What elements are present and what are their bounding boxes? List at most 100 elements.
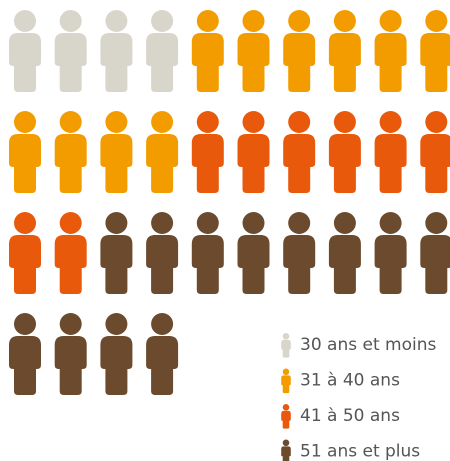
icon-body	[100, 33, 133, 92]
person-icon	[420, 10, 450, 92]
person-icon	[191, 10, 224, 92]
legend-icon	[281, 368, 291, 394]
icon-head	[425, 212, 448, 234]
icon-body	[283, 33, 316, 92]
icon-head	[59, 212, 82, 234]
icon-body	[283, 235, 316, 294]
legend-label: 31 à 40 ans	[300, 371, 400, 391]
icon-body	[54, 33, 87, 92]
person-icon	[191, 212, 224, 294]
icon-head	[14, 10, 36, 32]
icon-head	[196, 111, 219, 133]
icon-body	[374, 134, 407, 193]
person-icon	[54, 313, 87, 395]
person-icon	[9, 212, 41, 294]
icon-head	[282, 404, 290, 411]
icon-body	[281, 375, 291, 394]
legend-label: 30 ans et moins	[300, 335, 436, 355]
icon-head	[151, 111, 174, 133]
icon-body	[146, 235, 179, 294]
icon-head	[14, 212, 36, 234]
icon-head	[333, 212, 356, 234]
person-icon	[420, 111, 450, 193]
icon-head	[14, 111, 36, 133]
icon-head	[105, 212, 128, 234]
legend-icon	[281, 333, 291, 358]
icon-head	[425, 10, 448, 32]
icon-head	[196, 212, 219, 234]
icon-body	[9, 235, 41, 294]
icon-head	[288, 10, 311, 32]
icon-body	[374, 235, 407, 294]
icon-body	[191, 235, 224, 294]
icon-head	[151, 313, 174, 335]
icon-head	[379, 10, 402, 32]
icon-head	[242, 10, 265, 32]
icon-body	[9, 336, 41, 395]
person-icon	[146, 10, 179, 92]
person-icon	[9, 111, 41, 193]
person-icon	[237, 212, 270, 294]
icon-body	[420, 33, 450, 92]
icon-body	[146, 134, 179, 193]
icon-body	[100, 134, 133, 193]
icon-head	[288, 212, 311, 234]
person-icon	[374, 111, 407, 193]
icon-head	[196, 10, 219, 32]
icon-body	[9, 134, 41, 193]
icon-body	[420, 134, 450, 193]
legend-icon	[281, 439, 291, 461]
icon-body	[281, 446, 291, 461]
icon-body	[146, 33, 179, 92]
icon-head	[282, 439, 290, 447]
icon-head	[59, 313, 82, 335]
icon-body	[54, 134, 87, 193]
person-icon	[100, 313, 133, 395]
person-icon	[420, 212, 450, 294]
icon-head	[242, 212, 265, 234]
icon-head	[282, 368, 290, 376]
person-icon	[283, 10, 316, 92]
person-icon	[146, 313, 179, 395]
icon-body	[283, 134, 316, 193]
icon-body	[191, 33, 224, 92]
icon-head	[14, 313, 36, 335]
icon-head	[105, 10, 128, 32]
icon-body	[54, 336, 87, 395]
legend-icon	[281, 404, 291, 429]
icon-head	[151, 10, 174, 32]
person-icon	[54, 10, 87, 92]
icon-body	[146, 336, 179, 395]
icon-head	[242, 111, 265, 133]
person-icon	[146, 212, 179, 294]
icon-head	[282, 333, 290, 340]
legend-label: 51 ans et plus	[300, 442, 420, 461]
icon-head	[105, 313, 128, 335]
icon-body	[374, 33, 407, 92]
person-icon	[9, 10, 41, 92]
icon-body	[281, 410, 291, 429]
icon-head	[105, 111, 128, 133]
person-icon	[100, 212, 133, 294]
icon-body	[328, 235, 361, 294]
person-icon	[100, 10, 133, 92]
icon-body	[237, 33, 270, 92]
icon-head	[379, 212, 402, 234]
icon-head	[59, 10, 82, 32]
icon-body	[281, 339, 291, 358]
person-icon	[283, 212, 316, 294]
icon-body	[237, 235, 270, 294]
person-icon	[283, 111, 316, 193]
person-icon	[328, 10, 361, 92]
icon-head	[333, 111, 356, 133]
icon-head	[425, 111, 448, 133]
person-icon	[191, 111, 224, 193]
icon-head	[333, 10, 356, 32]
person-icon	[9, 313, 41, 395]
icon-body	[328, 134, 361, 193]
icon-body	[100, 336, 133, 395]
icon-head	[151, 212, 174, 234]
icon-body	[9, 33, 41, 92]
person-icon	[328, 111, 361, 193]
